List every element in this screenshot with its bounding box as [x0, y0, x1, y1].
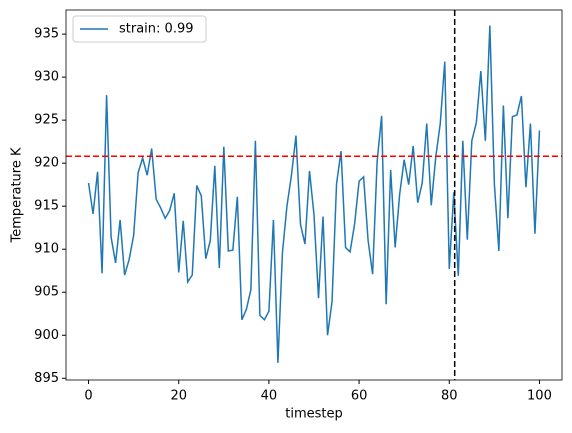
y-tick-label: 900	[34, 328, 59, 343]
x-tick-label: 0	[84, 389, 92, 404]
x-tick-label: 100	[527, 389, 552, 404]
x-tick-label: 40	[261, 389, 278, 404]
y-tick-label: 910	[34, 242, 59, 257]
y-tick-label: 925	[34, 113, 59, 128]
y-tick-label: 920	[34, 156, 59, 171]
x-axis-label: timestep	[285, 407, 343, 422]
y-tick-label: 935	[34, 27, 59, 42]
y-tick-label: 930	[34, 70, 59, 85]
y-tick-label: 895	[34, 371, 59, 386]
line	[87, 25, 541, 363]
x-tick-label: 60	[351, 389, 368, 404]
y-tick-label: 915	[34, 199, 59, 214]
plot-frame	[65, 9, 563, 381]
legend-box	[72, 15, 207, 43]
y-tick-label: 905	[34, 285, 59, 300]
x-tick-label: 20	[170, 389, 187, 404]
x-tick-label: 80	[441, 389, 458, 404]
legend-label: strain: 0.99	[119, 22, 194, 37]
y-axis-label: Temperature K	[10, 147, 25, 243]
